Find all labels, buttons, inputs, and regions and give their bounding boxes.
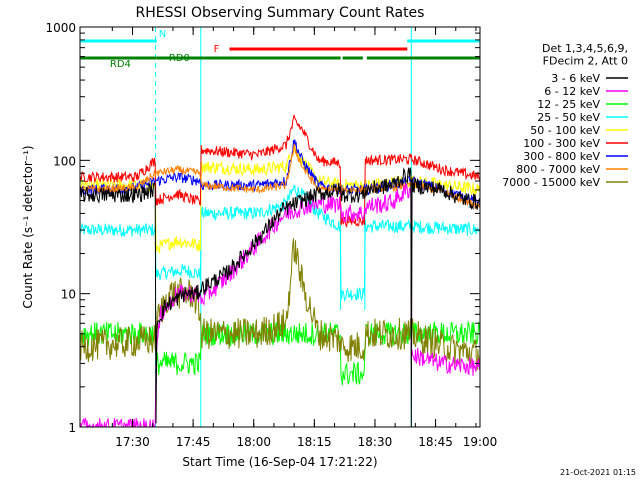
legend-label-7: 800 - 7000 keV [516, 163, 600, 176]
legend-label-0: 3 - 6 keV [551, 72, 600, 85]
legend-label-1: 6 - 12 keV [544, 85, 600, 98]
chart-title: RHESSI Observing Summary Count Rates [136, 5, 425, 21]
legend-label-5: 100 - 300 keV [523, 137, 600, 150]
flag-label-f: F [214, 44, 220, 55]
series-layer [79, 114, 481, 429]
legend-label-6: 300 - 800 keV [523, 150, 600, 163]
legend-header-1: FDecim 2, Att 0 [543, 55, 628, 68]
x-tick-label-6: 19:00 [463, 435, 498, 449]
series-line-25-to-50keV [79, 184, 481, 303]
x-tick-label-4: 18:30 [358, 435, 393, 449]
x-axis: 17:30 17:45 18:00 18:15 18:30 18:45 19:00 [111, 27, 498, 449]
series-line-100-to-300keV [79, 114, 481, 228]
legend-label-4: 50 - 100 keV [530, 124, 600, 137]
series-line-7000-to-15000keV [79, 238, 481, 370]
x-tick-label-0: 17:30 [115, 435, 150, 449]
plot-frame [79, 26, 481, 428]
flag-label-rd4: RD4 [110, 59, 131, 70]
x-tick-label-3: 18:15 [297, 435, 332, 449]
series-line-3-to-6keV [79, 167, 481, 428]
y-tick-label-0: 1 [68, 421, 76, 435]
legend: Det 1,3,4,5,6,9,FDecim 2, Att 0 3 - 6 keV… [502, 42, 628, 189]
y-axis-label: Count Rate (s⁻¹ detector⁻¹) [21, 145, 35, 308]
x-tick-label-2: 18:00 [236, 435, 271, 449]
y-tick-label-3: 1000 [45, 21, 76, 35]
y-tick-label-1: 10 [61, 288, 76, 302]
y-axis: 1 10 100 1000 [45, 21, 480, 435]
y-tick-label-2: 100 [53, 154, 76, 168]
x-axis-label: Start Time (16-Sep-04 17:21:22) [182, 455, 377, 469]
series-line-300-to-800keV [79, 139, 481, 208]
legend-label-2: 12 - 25 keV [537, 98, 600, 111]
legend-label-3: 25 - 50 keV [537, 111, 600, 124]
x-tick-label-5: 18:45 [418, 435, 453, 449]
flag-label-n: N [159, 29, 166, 40]
flag-label-rd0: RD0 [169, 53, 190, 64]
legend-header-0: Det 1,3,4,5,6,9, [542, 42, 628, 55]
legend-label-8: 7000 - 15000 keV [502, 176, 600, 189]
footer-date: 21-Oct-2021 01:15 [560, 468, 636, 477]
flag-bars: N F RD4 RD0 [80, 29, 480, 70]
x-tick-label-1: 17:45 [176, 435, 211, 449]
